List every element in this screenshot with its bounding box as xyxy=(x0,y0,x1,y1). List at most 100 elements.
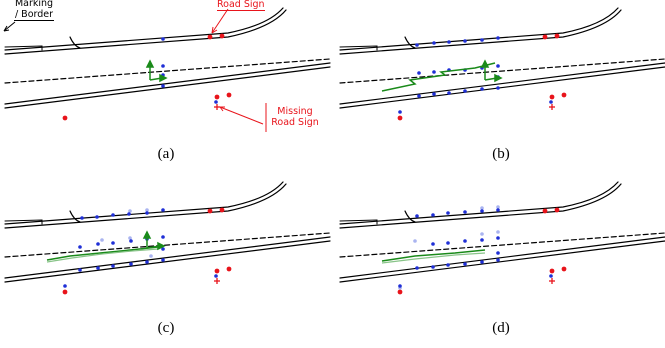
detection-dot xyxy=(480,87,484,91)
detection-dot xyxy=(111,264,115,268)
road-geometry xyxy=(4,181,331,283)
detection-dot xyxy=(80,216,84,220)
curb-edge xyxy=(69,36,81,49)
detection-dot xyxy=(78,245,82,249)
lane-dashed-line xyxy=(339,232,665,258)
detection-dot xyxy=(415,43,419,47)
detection-dot xyxy=(415,214,419,218)
detections-faded xyxy=(398,205,500,290)
detection-dot xyxy=(161,37,165,41)
detection-dot xyxy=(463,262,467,266)
curb-edge xyxy=(404,210,416,223)
road-geometry xyxy=(4,7,331,109)
panel-b-caption: (b) xyxy=(492,146,510,162)
upper-road-border-inner xyxy=(4,9,287,55)
panel-a-diagram xyxy=(3,7,331,132)
road-sign-dot xyxy=(219,207,225,213)
detection-dot xyxy=(549,274,553,278)
road-sign-dot xyxy=(561,266,567,272)
vehicle-pose xyxy=(480,59,503,83)
panel-a-caption: (a) xyxy=(157,146,175,162)
detection-dot xyxy=(417,71,421,75)
road-signs xyxy=(62,33,232,121)
detection-dot xyxy=(463,89,467,93)
lane-dashed-line xyxy=(4,58,331,84)
detection-dot xyxy=(145,211,149,215)
lower-road-border xyxy=(339,236,665,279)
lower-road-border-inner xyxy=(4,66,331,109)
upper-road-border xyxy=(4,181,284,225)
road-signs xyxy=(62,207,232,295)
detection-dot xyxy=(214,274,218,278)
vehicle-pose xyxy=(145,59,168,83)
lower-road-border xyxy=(4,62,331,105)
road-sign-dot xyxy=(554,33,560,39)
detection-dot xyxy=(446,263,450,267)
detection-dot xyxy=(145,260,149,264)
detection-dot-faded xyxy=(128,236,132,240)
lane-dashed-line xyxy=(4,232,331,258)
detection-dot xyxy=(161,258,165,262)
detection-dot xyxy=(480,38,484,42)
missing-road-sign-marker xyxy=(214,278,220,284)
upper-road-border xyxy=(339,181,619,225)
detection-dot xyxy=(431,213,435,217)
road-sign-dot xyxy=(397,115,403,121)
panel-d-caption: (d) xyxy=(492,320,510,336)
detection-dot xyxy=(480,238,484,242)
road-sign-dot xyxy=(542,208,548,214)
detection-dot xyxy=(417,94,421,98)
annotation-arrows xyxy=(3,21,16,32)
detection-dot xyxy=(161,84,165,88)
road-sign-dot xyxy=(397,289,403,295)
detection-dot-faded xyxy=(128,209,132,213)
vehicle-trajectory xyxy=(46,246,159,261)
road-sign-dot xyxy=(214,94,220,100)
detection-dot xyxy=(549,100,553,104)
road-sign-dot xyxy=(542,34,548,40)
vehicle-pose xyxy=(142,230,166,251)
detection-dot xyxy=(161,64,165,68)
curb-edge xyxy=(69,210,81,223)
upper-road-border-inner xyxy=(339,183,622,229)
detection-dot xyxy=(129,239,133,243)
left-end-marking xyxy=(4,219,43,225)
vehicle-trajectory xyxy=(381,249,486,262)
detection-dot xyxy=(496,251,500,255)
detection-dot xyxy=(415,266,419,270)
lower-road-border-inner xyxy=(339,66,665,109)
detection-dot xyxy=(480,260,484,264)
detection-dot xyxy=(447,91,451,95)
detection-dot-faded xyxy=(149,254,153,258)
road-sign-dot xyxy=(207,34,213,40)
road-geometry xyxy=(339,7,665,109)
detection-dot xyxy=(95,215,99,219)
road-sign-dot xyxy=(549,94,555,100)
road-signs xyxy=(397,207,567,295)
detection-dot xyxy=(161,247,165,251)
lower-road-border xyxy=(339,62,665,105)
road-sign-label: Road Sign xyxy=(217,0,265,11)
missing-road-sign-marker xyxy=(549,278,555,284)
road-sign-dot xyxy=(62,115,68,121)
curb-edge xyxy=(404,36,416,49)
detection-dot xyxy=(161,208,165,212)
detection-dot xyxy=(398,284,402,288)
upper-road-border-inner xyxy=(339,9,622,55)
lower-road-border-inner xyxy=(4,240,331,283)
left-end-marking xyxy=(4,45,43,51)
detection-dot xyxy=(111,213,115,217)
detection-dot xyxy=(127,212,131,216)
left-end-marking xyxy=(339,45,378,51)
detection-dot xyxy=(496,258,500,262)
detection-dot xyxy=(431,265,435,269)
vehicle-trajectory xyxy=(381,62,496,92)
missing-road-sign-marker xyxy=(549,104,555,110)
lower-road-border-inner xyxy=(339,240,665,283)
detection-dot xyxy=(463,239,467,243)
detection-dot xyxy=(480,209,484,213)
detection-dot-faded xyxy=(496,230,500,234)
detection-dot xyxy=(431,242,435,246)
detection-dot xyxy=(432,92,436,96)
panel-b-diagram xyxy=(339,7,665,121)
